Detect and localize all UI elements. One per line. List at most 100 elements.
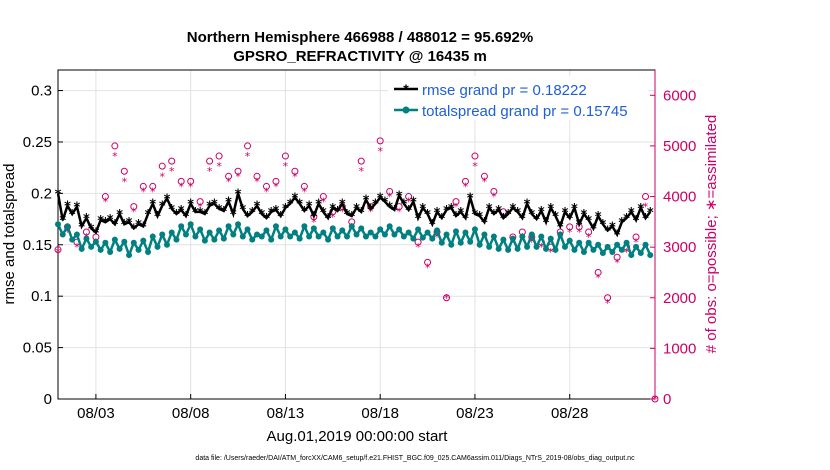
obs-possible-point — [225, 172, 233, 180]
obs-possible-point — [357, 157, 365, 165]
totalspread-point — [609, 248, 616, 255]
obs-assimilated-point: * — [415, 241, 421, 254]
totalspread-point — [495, 245, 502, 252]
obs-assimilated-point: * — [463, 180, 469, 193]
totalspread-point — [206, 229, 213, 236]
totalspread-point — [258, 233, 265, 240]
rmse-point: * — [599, 218, 606, 233]
rmse-point: * — [329, 202, 336, 217]
rmse-point: * — [325, 212, 332, 227]
totalspread-point — [476, 241, 483, 248]
rmse-point: * — [353, 202, 360, 217]
rmse-point: * — [462, 212, 469, 227]
rmse-point: * — [168, 203, 175, 218]
rmse-point: * — [225, 196, 232, 211]
rmse-point: * — [268, 206, 275, 221]
totalspread-point — [211, 236, 218, 243]
rmse-point: * — [64, 200, 71, 215]
totalspread-point — [362, 233, 369, 240]
obs-possible-point — [300, 182, 308, 190]
legend-rmse-marker: * — [403, 81, 409, 97]
rmse-point: * — [164, 193, 171, 208]
totalspread-point — [235, 221, 242, 228]
totalspread-point — [547, 235, 554, 242]
obs-assimilated-point: * — [65, 226, 71, 239]
x-tick-label: 08/13 — [267, 405, 305, 422]
rmse-point: * — [69, 208, 76, 223]
y-tick-label: 0.15 — [23, 237, 52, 254]
obs-possible-point — [130, 203, 138, 211]
rmse-point: * — [500, 212, 507, 227]
rmse-point: * — [367, 203, 374, 218]
obs-assimilated-point: * — [482, 175, 488, 188]
rmse-point: * — [614, 229, 621, 244]
rmse-point: * — [410, 196, 417, 211]
rmse-point: * — [306, 200, 313, 215]
y2-axis-label: # of obs: o=possible; ∗=assimilated — [703, 115, 720, 354]
totalspread-point — [225, 223, 232, 230]
totalspread-point — [595, 241, 602, 248]
obs-possible-point — [452, 198, 460, 206]
chart-subtitle: GPSRO_REFRACTIVITY @ 16435 m — [233, 48, 487, 65]
totalspread-point — [102, 239, 109, 246]
rmse-point: * — [239, 203, 246, 218]
x-tick-label: 08/08 — [172, 405, 210, 422]
rmse-point: * — [339, 198, 346, 213]
rmse-point: * — [453, 210, 460, 225]
totalspread-point — [287, 233, 294, 240]
obs-assimilated-point: * — [358, 165, 364, 178]
rmse-point: * — [576, 218, 583, 233]
totalspread-point — [154, 243, 161, 250]
totalspread-point — [263, 227, 270, 234]
rmse-point: * — [78, 220, 85, 235]
rmse-point: * — [448, 202, 455, 217]
obs-possible-point — [101, 193, 109, 201]
obs-possible-point — [319, 193, 327, 201]
totalspread-point — [192, 233, 199, 240]
rmse-point: * — [140, 220, 147, 235]
y-tick-label: 0.1 — [31, 288, 52, 305]
obs-assimilated-point: * — [595, 272, 601, 285]
obs-assimilated-point: * — [377, 145, 383, 158]
totalspread-point — [557, 231, 564, 238]
obs-possible-point — [613, 253, 621, 261]
rmse-point: * — [254, 200, 261, 215]
totalspread-point — [344, 233, 351, 240]
obs-assimilated-point: * — [112, 150, 118, 163]
rmse-point: * — [419, 202, 426, 217]
totalspread-point — [552, 246, 559, 253]
rmse-point: * — [273, 204, 280, 219]
totalspread-point — [107, 248, 114, 255]
rmse-point: * — [102, 216, 109, 231]
totalspread-point — [599, 250, 606, 257]
obs-assimilated-point: * — [216, 160, 222, 173]
rmse-point: * — [173, 208, 180, 223]
totalspread-point — [282, 226, 289, 233]
obs-assimilated-point: * — [235, 170, 241, 183]
totalspread-point — [633, 243, 640, 250]
obs-possible-point — [642, 193, 650, 201]
totalspread-point — [453, 228, 459, 235]
rmse-point: * — [135, 218, 142, 233]
totalspread-point — [614, 241, 621, 248]
totalspread-point — [467, 238, 474, 245]
totalspread-point — [182, 231, 189, 238]
y2-tick-label: 5000 — [663, 138, 696, 155]
obs-possible-point — [111, 142, 119, 150]
totalspread-point — [628, 252, 635, 259]
obs-possible-point — [253, 172, 261, 180]
totalspread-point — [178, 223, 185, 230]
obs-assimilated-point: * — [605, 297, 611, 310]
rmse-point: * — [59, 214, 66, 229]
totalspread-point — [92, 238, 99, 245]
rmse-point: * — [83, 212, 90, 227]
rmse-point: * — [609, 220, 616, 235]
y-tick-label: 0.25 — [23, 134, 52, 151]
obs-assimilated-point: * — [264, 185, 270, 198]
obs-possible-point — [585, 228, 593, 236]
rmse-point: * — [424, 208, 431, 223]
legend-rmse-label: rmse grand pr = 0.18222 — [422, 82, 587, 99]
rmse-point: * — [216, 203, 223, 218]
totalspread-point — [59, 231, 66, 238]
totalspread-point — [55, 221, 61, 228]
